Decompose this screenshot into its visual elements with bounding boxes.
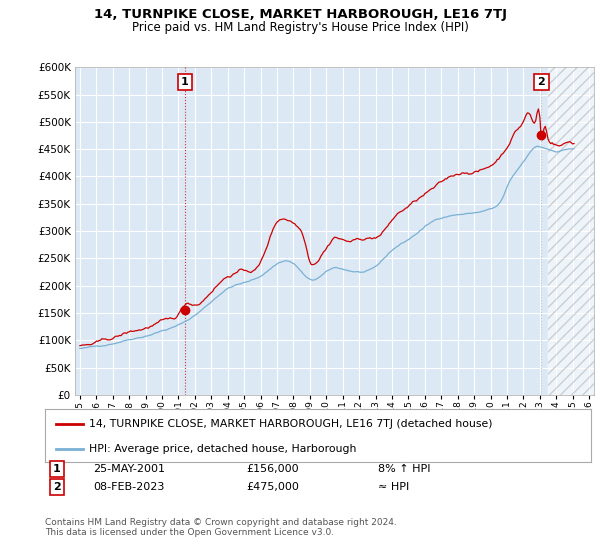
Text: 25-MAY-2001: 25-MAY-2001 (93, 464, 165, 474)
Text: £156,000: £156,000 (246, 464, 299, 474)
Text: 1: 1 (181, 77, 188, 87)
Text: Price paid vs. HM Land Registry's House Price Index (HPI): Price paid vs. HM Land Registry's House … (131, 21, 469, 34)
Text: ≈ HPI: ≈ HPI (378, 482, 409, 492)
Text: 8% ↑ HPI: 8% ↑ HPI (378, 464, 431, 474)
Text: 2: 2 (53, 482, 61, 492)
Text: 1: 1 (53, 464, 61, 474)
Bar (548, 67, 597, 395)
Text: Contains HM Land Registry data © Crown copyright and database right 2024.
This d: Contains HM Land Registry data © Crown c… (45, 518, 397, 538)
Text: HPI: Average price, detached house, Harborough: HPI: Average price, detached house, Harb… (89, 444, 356, 454)
Text: 14, TURNPIKE CLOSE, MARKET HARBOROUGH, LE16 7TJ: 14, TURNPIKE CLOSE, MARKET HARBOROUGH, L… (94, 8, 506, 21)
Text: 14, TURNPIKE CLOSE, MARKET HARBOROUGH, LE16 7TJ (detached house): 14, TURNPIKE CLOSE, MARKET HARBOROUGH, L… (89, 419, 492, 429)
Text: 08-FEB-2023: 08-FEB-2023 (93, 482, 164, 492)
Text: £475,000: £475,000 (246, 482, 299, 492)
Text: 2: 2 (538, 77, 545, 87)
